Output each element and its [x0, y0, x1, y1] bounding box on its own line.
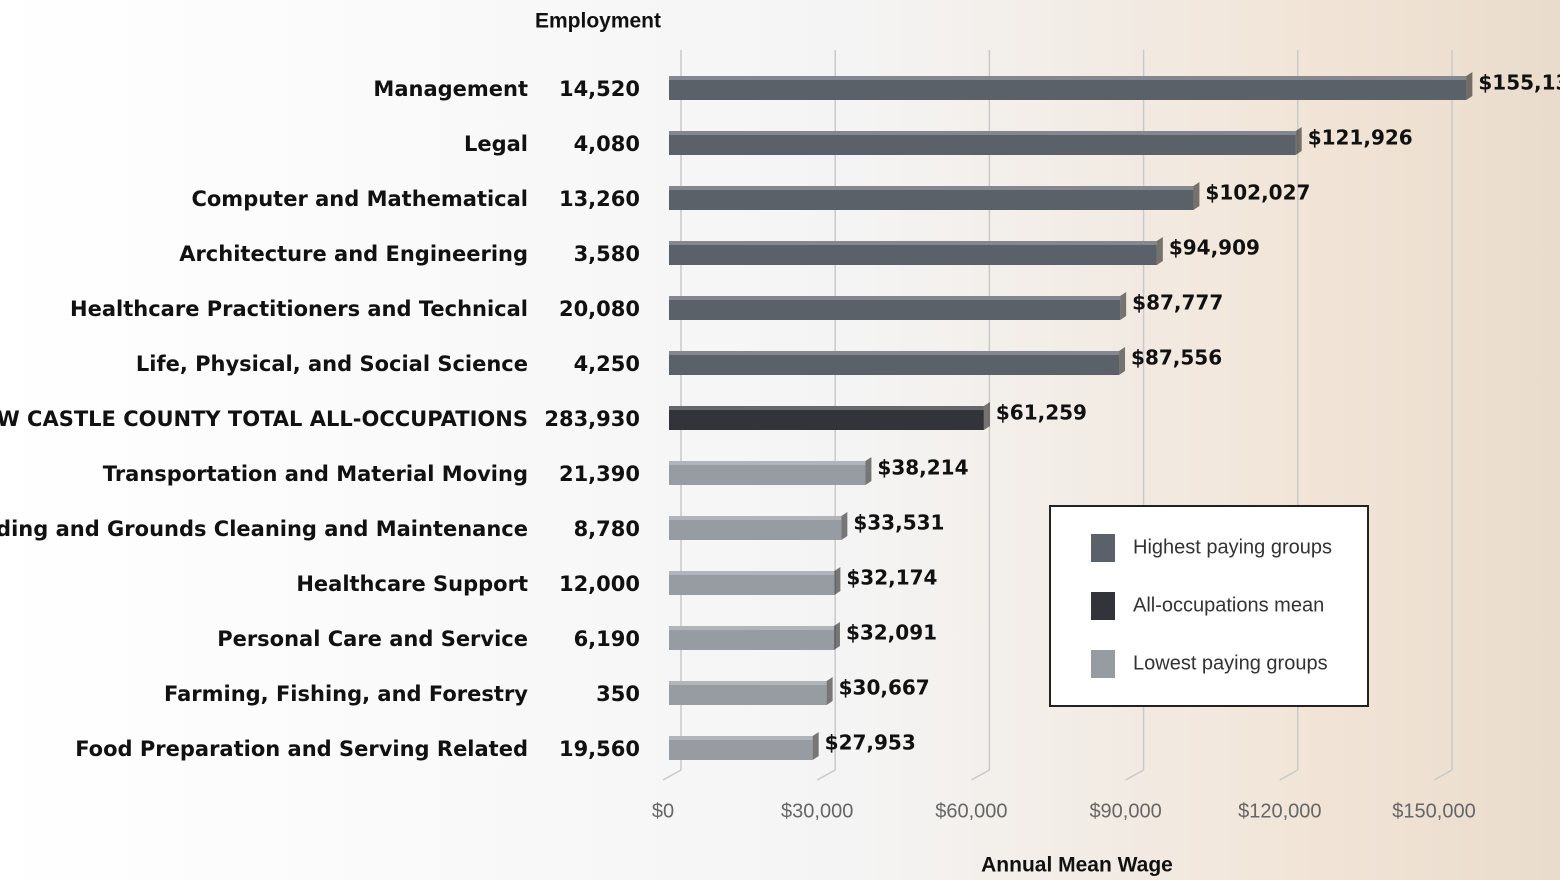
category-label: Architecture and Engineering [179, 242, 528, 266]
legend-swatch [1091, 592, 1115, 620]
bar-top [669, 681, 827, 685]
value-label: $87,777 [1132, 291, 1223, 315]
employment-label: 19,560 [559, 737, 640, 761]
bar-side [1120, 292, 1127, 320]
bar [669, 131, 1296, 155]
value-label: $155,133 [1478, 71, 1560, 95]
category-label: Legal [464, 132, 528, 156]
category-label: Personal Care and Service [217, 627, 528, 651]
employment-label: 350 [596, 682, 640, 706]
bar-top [669, 461, 866, 465]
value-label: $27,953 [825, 731, 916, 755]
grid-foot [1125, 769, 1144, 781]
bar-top [669, 351, 1120, 355]
x-tick-label: $90,000 [1089, 800, 1161, 822]
legend-label: All-occupations mean [1133, 594, 1324, 616]
bar-top [669, 516, 842, 520]
category-label: Farming, Fishing, and Forestry [164, 682, 528, 706]
employment-label: 283,930 [544, 407, 640, 431]
bar [669, 681, 827, 705]
employment-title: Employment [535, 10, 661, 33]
bar [669, 76, 1467, 100]
category-label: Building and Grounds Cleaning and Mainte… [0, 517, 528, 541]
x-tick-label: $150,000 [1392, 800, 1475, 822]
bar [669, 241, 1157, 265]
category-label: Life, Physical, and Social Science [136, 352, 528, 376]
bar-top [669, 626, 834, 630]
legend-swatch [1091, 650, 1115, 678]
bar-side [833, 622, 840, 650]
bar-side [834, 567, 841, 595]
grid-foot [1433, 769, 1453, 781]
employment-label: 8,780 [574, 517, 640, 541]
grid-foot [662, 769, 682, 781]
legend-label: Lowest paying groups [1133, 652, 1328, 674]
x-tick-label: $60,000 [935, 800, 1007, 822]
category-label: Management [373, 77, 528, 101]
bar [669, 186, 1194, 210]
value-label: $121,926 [1308, 126, 1413, 150]
employment-label: 4,080 [574, 132, 640, 156]
employment-label: 3,580 [574, 242, 640, 266]
value-label: $30,667 [839, 676, 930, 700]
employment-label: 4,250 [574, 352, 640, 376]
value-label: $102,027 [1205, 181, 1310, 205]
x-tick-label: $0 [652, 800, 674, 822]
employment-label: 12,000 [559, 572, 640, 596]
bar-side [812, 732, 819, 760]
grid-foot [816, 769, 836, 781]
x-tick-label: $30,000 [781, 800, 853, 822]
bar-top [669, 296, 1121, 300]
bar-top [669, 76, 1467, 80]
x-axis-title: Annual Mean Wage [981, 854, 1173, 877]
employment-label: 20,080 [559, 297, 640, 321]
bar [669, 351, 1120, 375]
bar-top [669, 131, 1296, 135]
employment-label: 21,390 [559, 462, 640, 486]
bar-side [1156, 237, 1163, 265]
employment-label: 14,520 [559, 77, 640, 101]
bar-side [865, 457, 872, 485]
category-label: NEW CASTLE COUNTY TOTAL ALL-OCCUPATIONS [0, 407, 528, 431]
grid-foot [1279, 769, 1299, 781]
value-label: $87,556 [1131, 346, 1222, 370]
value-label: $94,909 [1169, 236, 1260, 260]
legend-label: Highest paying groups [1133, 536, 1332, 558]
bar [669, 626, 834, 650]
bar-side [983, 402, 990, 430]
category-label: Healthcare Practitioners and Technical [70, 297, 528, 321]
bar-side [841, 512, 848, 540]
value-label: $33,531 [853, 511, 944, 535]
bar [669, 736, 813, 760]
bar [669, 406, 984, 430]
employment-label: 6,190 [574, 627, 640, 651]
bar-side [1119, 347, 1126, 375]
bar-top [669, 736, 813, 740]
grid-foot [971, 769, 990, 781]
bar [669, 296, 1121, 320]
value-label: $38,214 [877, 456, 968, 480]
bar-top [669, 571, 835, 575]
value-label: $32,174 [846, 566, 937, 590]
bar-top [669, 406, 984, 410]
x-tick-label: $120,000 [1238, 800, 1321, 822]
bar-side [826, 677, 833, 705]
bar-top [669, 186, 1194, 190]
category-label: Healthcare Support [296, 572, 528, 596]
category-label: Food Preparation and Serving Related [75, 737, 528, 761]
category-label: Computer and Mathematical [191, 187, 528, 211]
employment-label: 13,260 [559, 187, 640, 211]
bar [669, 516, 842, 540]
bar [669, 571, 835, 595]
legend-swatch [1091, 534, 1115, 562]
value-label: $61,259 [996, 401, 1087, 425]
bar-side [1466, 72, 1473, 100]
bar [669, 461, 866, 485]
category-label: Transportation and Material Moving [103, 462, 528, 486]
bar-side [1193, 182, 1200, 210]
bar-side [1295, 127, 1302, 155]
bar-top [669, 241, 1157, 245]
value-label: $32,091 [846, 621, 937, 645]
